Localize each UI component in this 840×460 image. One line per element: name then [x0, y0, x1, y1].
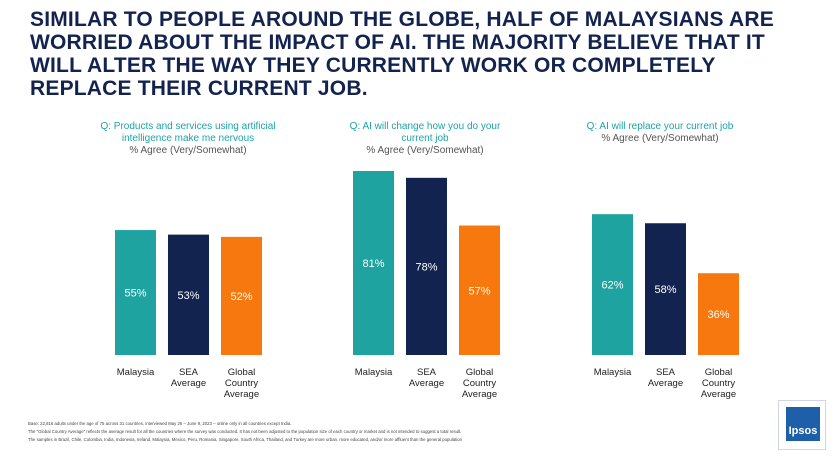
question-2-subtitle: % Agree (Very/Somewhat) — [366, 145, 484, 156]
ipsos-logo: Ipsos — [786, 407, 820, 441]
bar-chart3-3 — [698, 273, 739, 355]
question-1: Q: Products and services using artificia… — [78, 121, 298, 157]
value-label-chart1-2: 53% — [177, 290, 199, 302]
category-label-chart2-3: Global Country Average — [462, 367, 497, 400]
value-label-chart2-2: 78% — [415, 261, 437, 273]
value-label-chart3-2: 58% — [654, 284, 676, 296]
category-label-chart1-2: SEA Average — [171, 367, 206, 389]
question-3-subtitle: % Agree (Very/Somewhat) — [601, 133, 719, 144]
bar-chart1-2 — [168, 234, 209, 355]
value-label-chart1-1: 55% — [124, 288, 146, 300]
bar-chart2-3 — [459, 225, 500, 355]
question-2-text: Q: AI will change how you do your curren… — [349, 121, 501, 144]
logo-text: Ipsos — [788, 425, 818, 437]
category-label-chart2-1: Malaysia — [355, 367, 393, 378]
value-label-chart3-1: 62% — [601, 280, 623, 292]
question-1-subtitle: % Agree (Very/Somewhat) — [129, 145, 247, 156]
question-3-text: Q: AI will replace your current job — [586, 121, 734, 132]
footnote-samples: The samples in Brazil, Chile, Colombia, … — [28, 437, 463, 442]
bar-chart3-1 — [592, 214, 633, 355]
logo-frame — [778, 400, 826, 450]
bar-chart2-2 — [406, 177, 447, 355]
category-label-chart3-3: Global Country Average — [701, 367, 736, 400]
bar-chart3-2 — [645, 223, 686, 355]
footnotes: Base: 22,816 adults under the age of 75 … — [28, 420, 728, 444]
page-title: SIMILAR TO PEOPLE AROUND THE GLOBE, HALF… — [30, 8, 774, 100]
bar-chart2-1 — [353, 171, 394, 355]
question-1-text: Q: Products and services using artificia… — [100, 121, 276, 144]
value-label-chart1-3: 52% — [230, 291, 252, 303]
category-label-chart1-1: Malaysia — [117, 367, 155, 378]
category-label-chart3-1: Malaysia — [594, 367, 632, 378]
bar-chart1-1 — [115, 230, 156, 355]
footnote-base: Base: 22,816 adults under the age of 75 … — [28, 421, 292, 426]
category-label-chart1-3: Global Country Average — [224, 367, 259, 400]
footnote-global-average: The "Global Country Average" reflects th… — [28, 429, 462, 434]
category-label-chart3-2: SEA Average — [648, 367, 683, 389]
category-label-chart2-2: SEA Average — [409, 367, 444, 389]
bar-chart1-3 — [221, 236, 262, 355]
question-2: Q: AI will change how you do your curren… — [335, 121, 515, 157]
value-label-chart2-1: 81% — [362, 258, 384, 270]
question-3: Q: AI will replace your current job % Ag… — [560, 121, 760, 145]
value-label-chart2-3: 57% — [468, 285, 490, 297]
value-label-chart3-3: 36% — [707, 309, 729, 321]
